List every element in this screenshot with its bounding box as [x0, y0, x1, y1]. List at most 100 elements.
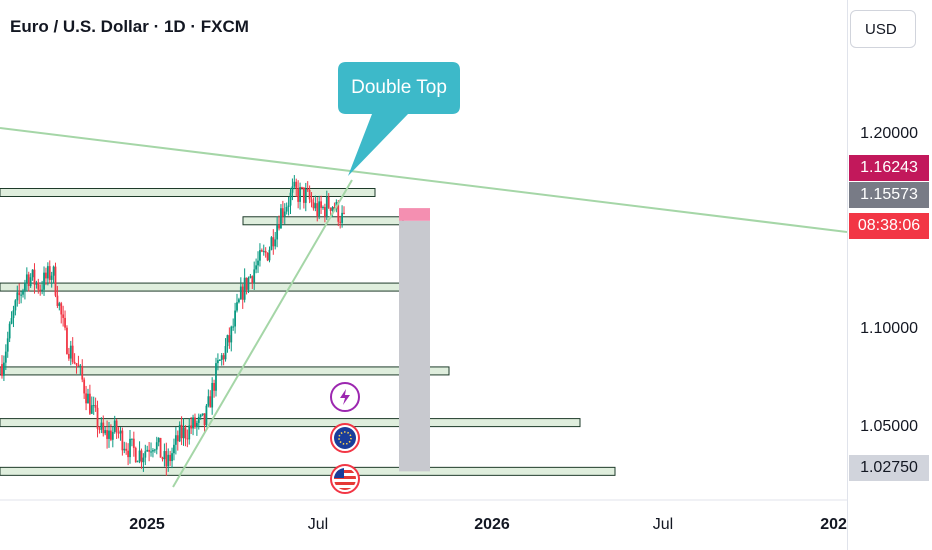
candle-body	[150, 451, 152, 453]
candle-body	[152, 450, 154, 452]
candle-body	[215, 363, 217, 391]
candle-body	[161, 457, 164, 460]
candle-body	[213, 382, 215, 391]
candle-body	[180, 424, 183, 439]
candle-body	[218, 359, 221, 361]
candle-body	[98, 428, 101, 430]
candle-body	[301, 187, 303, 189]
candle-body	[96, 407, 99, 429]
candle-body	[39, 289, 42, 291]
candle-body	[14, 300, 17, 311]
candle-body	[184, 427, 187, 439]
candle-body	[100, 422, 103, 430]
candle-body	[104, 430, 107, 434]
candle-body	[337, 202, 340, 222]
candle-body	[83, 379, 86, 394]
time-label: 2025	[129, 516, 165, 533]
candle-body	[260, 250, 263, 252]
candle-body	[123, 448, 126, 451]
candle-body	[71, 345, 74, 362]
candle-body	[287, 205, 290, 208]
eu-flag-icon[interactable]	[330, 423, 360, 453]
candle-body	[29, 277, 32, 287]
candle-body	[327, 196, 330, 208]
candle-body	[207, 396, 210, 406]
candle-body	[270, 237, 273, 250]
candle-body	[75, 363, 78, 365]
price-tick: 1.05000	[860, 418, 918, 435]
double-top-callout	[338, 62, 460, 176]
candle-body	[259, 250, 261, 261]
candle-body	[142, 457, 145, 463]
candle-body	[60, 303, 63, 315]
candle-body	[167, 454, 170, 467]
candle-body	[329, 207, 332, 211]
candle-body	[77, 364, 80, 367]
candle-body	[159, 437, 162, 458]
candle-body	[43, 272, 45, 290]
candle-body	[243, 277, 246, 300]
candle-body	[52, 266, 55, 276]
candle-body	[278, 225, 280, 229]
candle-body	[20, 294, 23, 296]
candle-body	[131, 438, 133, 440]
candles	[1, 175, 345, 476]
candle-body	[48, 266, 51, 280]
candle-body	[251, 276, 254, 283]
descending-trendline	[0, 127, 847, 233]
candle-body	[90, 405, 93, 414]
candle-body	[3, 362, 5, 376]
candle-body	[216, 360, 219, 364]
candle-body	[201, 413, 204, 415]
candle-body	[320, 201, 322, 208]
candle-body	[115, 420, 118, 433]
candle-body	[31, 269, 34, 278]
candle-body	[241, 286, 244, 300]
candle-body	[253, 269, 256, 283]
candle-body	[268, 249, 271, 261]
us-flag-icon[interactable]	[330, 464, 360, 494]
candle-body	[136, 461, 139, 463]
lightning-icon[interactable]	[330, 382, 360, 412]
currency-button[interactable]: USD	[850, 10, 916, 48]
candle-body	[67, 353, 70, 359]
candle-body	[245, 277, 248, 290]
candle-body	[312, 202, 315, 209]
candle-body	[255, 265, 258, 270]
candle-body	[174, 435, 177, 445]
candle-body	[190, 425, 193, 429]
chart-plot[interactable]	[0, 0, 847, 550]
candle-body	[140, 450, 143, 463]
candle-body	[54, 266, 57, 296]
page-title: Euro / U.S. Dollar · 1D · FXCM	[10, 17, 249, 36]
candle-body	[199, 414, 202, 417]
candle-body	[155, 442, 158, 450]
candle-body	[6, 338, 9, 352]
support-resistance-zone	[0, 418, 581, 428]
candle-body	[58, 303, 61, 306]
candle-body	[134, 447, 137, 463]
candle-body	[33, 269, 36, 285]
candle-body	[274, 239, 277, 247]
candle-body	[16, 292, 19, 301]
candle-body	[94, 405, 97, 408]
support-resistance-zone	[0, 282, 406, 292]
candle-body	[125, 448, 128, 451]
candle-body	[56, 295, 59, 306]
candle-body	[92, 405, 95, 407]
candle-body	[264, 250, 267, 253]
candle-body	[239, 286, 242, 300]
candle-body	[81, 365, 84, 380]
candle-body	[79, 365, 82, 367]
candle-body	[220, 355, 223, 360]
candle-body	[209, 396, 212, 408]
time-label: 2026	[474, 516, 510, 533]
candle-body	[249, 276, 252, 278]
candle-body	[285, 207, 288, 212]
candle-body	[308, 189, 311, 200]
candle-body	[173, 444, 175, 454]
candle-body	[144, 451, 147, 458]
candle-body	[85, 393, 87, 404]
time-label: 2027	[820, 516, 856, 533]
